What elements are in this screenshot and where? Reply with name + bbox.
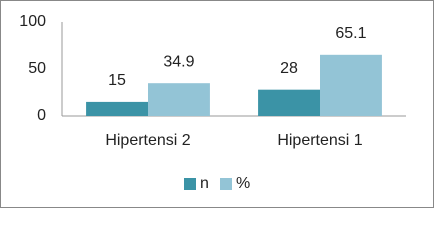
y-tick-label: 0 — [37, 107, 46, 124]
chart: 0 50 100 Hipertensi 2 15 34.9 Hipertensi 1 28 65… — [0, 0, 434, 208]
bar — [148, 83, 210, 116]
bar — [86, 101, 148, 116]
value-label: 15 — [108, 72, 126, 89]
value-label: 34.9 — [163, 53, 194, 70]
legend-label: % — [236, 175, 250, 192]
value-label: 65.1 — [335, 25, 366, 42]
legend-swatch — [220, 178, 232, 190]
legend-label: n — [200, 175, 209, 192]
x-tick-label: Hipertensi 1 — [277, 132, 362, 149]
bar — [320, 54, 382, 116]
y-tick-label: 50 — [28, 60, 46, 77]
value-label: 28 — [280, 60, 298, 77]
y-tick-label: 100 — [19, 13, 46, 30]
x-tick-label: Hipertensi 2 — [105, 132, 190, 149]
bar — [258, 89, 320, 116]
legend-swatch — [184, 178, 196, 190]
